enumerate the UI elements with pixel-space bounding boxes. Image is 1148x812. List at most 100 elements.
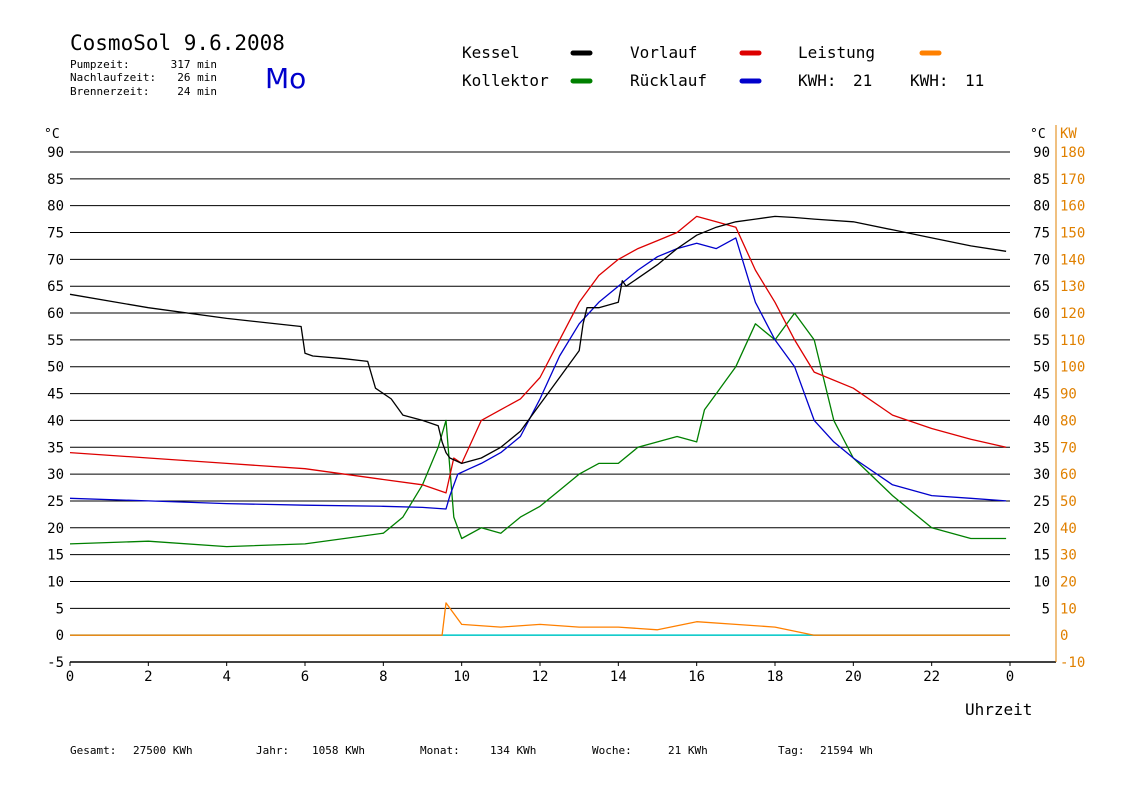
brennerzeit-value: 24 min bbox=[177, 85, 217, 98]
kw-tick-label: 0 bbox=[1060, 628, 1068, 644]
x-tick-label: 12 bbox=[532, 669, 549, 685]
kw-tick-label: 50 bbox=[1060, 494, 1077, 510]
left-tick-label: 40 bbox=[47, 413, 64, 429]
legend: Kessel Kollektor Vorlauf Rücklauf Leistu… bbox=[462, 43, 984, 90]
x-tick-label: 16 bbox=[688, 669, 705, 685]
left-tick-label: 90 bbox=[47, 145, 64, 161]
right-tick-label: 75 bbox=[1033, 226, 1050, 242]
series-line-leistung bbox=[70, 602, 1010, 636]
right-tick-label: 70 bbox=[1033, 252, 1050, 268]
brennerzeit-label: Brennerzeit: bbox=[70, 85, 149, 98]
kw-tick-label: 10 bbox=[1060, 601, 1077, 617]
left-tick-label: 60 bbox=[47, 306, 64, 322]
left-tick-label: 50 bbox=[47, 360, 64, 376]
kw-tick-label: 150 bbox=[1060, 226, 1085, 242]
kw-tick-label: 90 bbox=[1060, 387, 1077, 403]
x-tick-label: 0 bbox=[66, 669, 74, 685]
left-tick-label: -5 bbox=[47, 655, 64, 671]
right-tick-label: 40 bbox=[1033, 413, 1050, 429]
kw-tick-label: 140 bbox=[1060, 252, 1085, 268]
stat-monat-label: Monat: bbox=[420, 744, 460, 757]
stat-woche-label: Woche: bbox=[592, 744, 632, 757]
x-tick-label: 8 bbox=[379, 669, 387, 685]
right-tick-label: 85 bbox=[1033, 172, 1050, 188]
left-tick-label: 65 bbox=[47, 279, 64, 295]
left-tick-label: 45 bbox=[47, 387, 64, 403]
kw-tick-label: 30 bbox=[1060, 548, 1077, 564]
stat-jahr-label: Jahr: bbox=[256, 744, 289, 757]
pumpzeit-label: Pumpzeit: bbox=[70, 58, 130, 71]
stat-gesamt-value: 27500 KWh bbox=[133, 744, 193, 757]
x-tick-label: 18 bbox=[767, 669, 784, 685]
x-tick-label: 4 bbox=[222, 669, 230, 685]
time-stats: Pumpzeit: 317 min Nachlaufzeit: 26 min B… bbox=[70, 58, 217, 98]
right-tick-label: 25 bbox=[1033, 494, 1050, 510]
stat-tag-label: Tag: bbox=[778, 744, 805, 757]
right-tick-label: 55 bbox=[1033, 333, 1050, 349]
left-tick-label: 25 bbox=[47, 494, 64, 510]
stat-jahr-value: 1058 KWh bbox=[312, 744, 365, 757]
kwh-orange-label: KWH: bbox=[798, 71, 837, 90]
left-tick-label: 70 bbox=[47, 252, 64, 268]
pumpzeit-value: 317 min bbox=[171, 58, 217, 71]
kw-tick-label: 80 bbox=[1060, 413, 1077, 429]
chart-title: CosmoSol 9.6.2008 bbox=[70, 31, 285, 55]
right-axis-unit: °C bbox=[1030, 127, 1046, 142]
kw-tick-label: 170 bbox=[1060, 172, 1085, 188]
right-tick-label: 50 bbox=[1033, 360, 1050, 376]
right-tick-label: 35 bbox=[1033, 440, 1050, 456]
nachlaufzeit-value: 26 min bbox=[177, 71, 217, 84]
left-axis-unit: °C bbox=[44, 127, 60, 142]
stat-woche-value: 21 KWh bbox=[668, 744, 708, 757]
left-tick-label: 20 bbox=[47, 521, 64, 537]
left-tick-label: 5 bbox=[56, 601, 64, 617]
right-tick-label: 45 bbox=[1033, 387, 1050, 403]
legend-vorlauf-label: Vorlauf bbox=[630, 43, 697, 62]
energy-stats: Gesamt: 27500 KWh Jahr: 1058 KWh Monat: … bbox=[70, 744, 873, 757]
kw-axis-unit: KW bbox=[1060, 126, 1077, 142]
stat-monat-value: 134 KWh bbox=[490, 744, 536, 757]
right-tick-label: 20 bbox=[1033, 521, 1050, 537]
kw-tick-label: 110 bbox=[1060, 333, 1085, 349]
legend-kollektor-label: Kollektor bbox=[462, 71, 549, 90]
left-tick-label: 75 bbox=[47, 226, 64, 242]
kw-tick-label: 180 bbox=[1060, 145, 1085, 161]
series-line-vorlauf bbox=[69, 215, 1007, 494]
left-tick-label: 55 bbox=[47, 333, 64, 349]
series-line-ruecklauf bbox=[69, 237, 1007, 510]
right-tick-label: 15 bbox=[1033, 548, 1050, 564]
kw-tick-label: 130 bbox=[1060, 279, 1085, 295]
left-tick-label: 85 bbox=[47, 172, 64, 188]
left-tick-label: 10 bbox=[47, 574, 64, 590]
x-tick-label: 14 bbox=[610, 669, 627, 685]
kw-tick-label: 20 bbox=[1060, 574, 1077, 590]
series bbox=[69, 215, 1010, 636]
legend-ruecklauf-label: Rücklauf bbox=[630, 71, 707, 90]
stat-tag-value: 21594 Wh bbox=[820, 744, 873, 757]
right-tick-label: 10 bbox=[1033, 574, 1050, 590]
right-tick-label: 80 bbox=[1033, 199, 1050, 215]
kw-tick-label: 100 bbox=[1060, 360, 1085, 376]
kwh-purple-label: KWH: bbox=[910, 71, 949, 90]
kwh-orange-value: 21 bbox=[853, 71, 872, 90]
left-tick-label: 0 bbox=[56, 628, 64, 644]
kw-tick-label: 70 bbox=[1060, 440, 1077, 456]
left-tick-label: 80 bbox=[47, 199, 64, 215]
legend-kessel-label: Kessel bbox=[462, 43, 520, 62]
kwh-purple-value: 11 bbox=[965, 71, 984, 90]
legend-leistung-label: Leistung bbox=[798, 43, 875, 62]
day-label: Mo bbox=[265, 62, 306, 95]
x-tick-label: 0 bbox=[1006, 669, 1014, 685]
stat-gesamt-label: Gesamt: bbox=[70, 744, 116, 757]
x-tick-label: 22 bbox=[923, 669, 940, 685]
kw-tick-label: -10 bbox=[1060, 655, 1085, 671]
x-tick-label: 6 bbox=[301, 669, 309, 685]
kw-tick-label: 160 bbox=[1060, 199, 1085, 215]
grid bbox=[70, 151, 1010, 636]
right-tick-label: 60 bbox=[1033, 306, 1050, 322]
left-tick-label: 35 bbox=[47, 440, 64, 456]
kw-tick-label: 60 bbox=[1060, 467, 1077, 483]
right-tick-label: 65 bbox=[1033, 279, 1050, 295]
series-line-kollektor bbox=[69, 312, 1007, 548]
kw-tick-label: 40 bbox=[1060, 521, 1077, 537]
